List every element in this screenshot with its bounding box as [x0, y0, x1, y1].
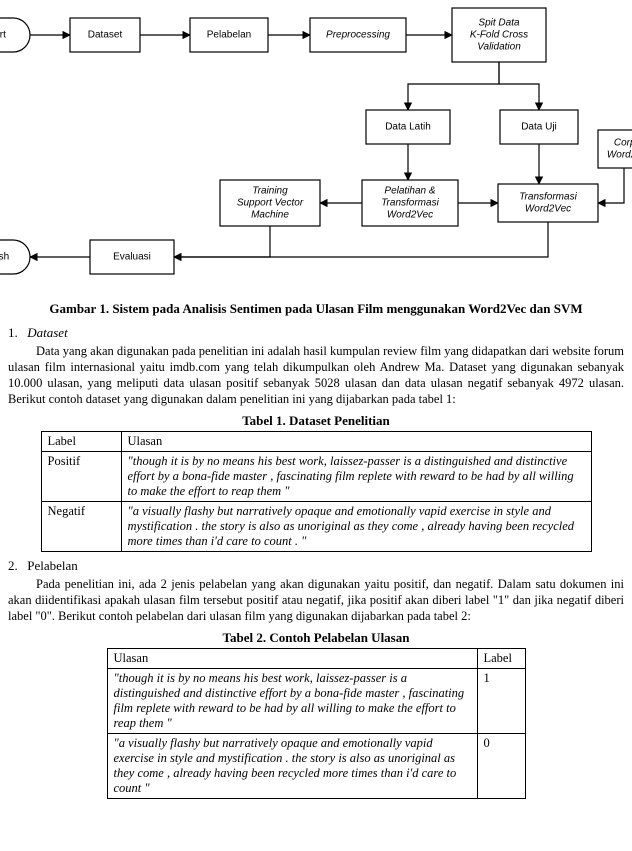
- table-row: Negatif"a visually flashy but narrativel…: [41, 502, 591, 552]
- svg-text:Word2Vec: Word2Vec: [607, 150, 632, 161]
- svg-text:Transformasi: Transformasi: [519, 192, 577, 203]
- svg-text:Transformasi: Transformasi: [381, 198, 439, 209]
- svg-text:Data Latih: Data Latih: [385, 122, 431, 133]
- section-2-number: 2.: [8, 558, 24, 574]
- section-1-number: 1.: [8, 325, 24, 341]
- svg-text:Support Vector: Support Vector: [237, 198, 304, 209]
- svg-text:Training: Training: [252, 186, 288, 197]
- section-1-paragraph: Data yang akan digunakan pada penelitian…: [8, 343, 624, 407]
- table-2-caption: Tabel 2. Contoh Pelabelan Ulasan: [8, 630, 624, 646]
- table1-header: Label: [41, 432, 121, 452]
- table1-cell: Positif: [41, 452, 121, 502]
- figure-caption: Gambar 1. Sistem pada Analisis Sentimen …: [8, 301, 624, 317]
- svg-text:Corpus: Corpus: [614, 138, 632, 149]
- flowchart-edge-svm-eval: [174, 226, 270, 257]
- table2-header: Label: [477, 649, 525, 669]
- flowchart-node-dataset: Dataset: [70, 18, 140, 52]
- table2-cell: "though it is by no means his best work,…: [107, 669, 477, 734]
- flowchart-figure: art Dataset Pelabelan Preprocessing Spit Dat…: [0, 0, 632, 290]
- table-2: UlasanLabel"though it is by no means his…: [107, 648, 526, 799]
- section-2-heading: 2. Pelabelan: [8, 558, 624, 574]
- section-2-title: Pelabelan: [27, 558, 78, 573]
- flowchart-node-corpus: CorpusWord2Vec: [598, 130, 632, 168]
- section-1-title: Dataset: [27, 325, 67, 340]
- svg-text:Data Uji: Data Uji: [521, 122, 557, 133]
- table2-cell: 0: [477, 734, 525, 799]
- svg-text:Word2Vec: Word2Vec: [387, 210, 433, 221]
- flowchart-node-latih: Data Latih: [366, 110, 450, 144]
- flowchart-node-start: art: [0, 18, 30, 52]
- svg-text:nish: nish: [0, 252, 9, 263]
- table1-cell: Negatif: [41, 502, 121, 552]
- table2-cell: 1: [477, 669, 525, 734]
- table2-header: Ulasan: [107, 649, 477, 669]
- table1-cell: "a visually flashy but narratively opaqu…: [121, 502, 591, 552]
- table1-header: Ulasan: [121, 432, 591, 452]
- table1-cell: "though it is by no means his best work,…: [121, 452, 591, 502]
- section-1-heading: 1. Dataset: [8, 325, 624, 341]
- svg-text:Validation: Validation: [477, 42, 521, 53]
- flowchart-node-split: Spit DataK-Fold CrossValidation: [452, 8, 546, 62]
- flowchart-node-finish: nish: [0, 240, 30, 274]
- flowchart-edge-split-latih: [408, 62, 499, 110]
- section-2-paragraph: Pada penelitian ini, ada 2 jenis pelabel…: [8, 576, 624, 624]
- table-1: LabelUlasanPositif"though it is by no me…: [41, 431, 592, 552]
- table-row: Positif"though it is by no means his bes…: [41, 452, 591, 502]
- table-1-caption: Tabel 1. Dataset Penelitian: [8, 413, 624, 429]
- flowchart-node-svm: TrainingSupport VectorMachine: [220, 180, 320, 226]
- flowchart-edge-corpus-transw2v: [598, 168, 624, 203]
- svg-text:K-Fold Cross: K-Fold Cross: [470, 30, 528, 41]
- flowchart-edge-split-uji: [499, 62, 539, 110]
- svg-text:Pelatihan &: Pelatihan &: [384, 186, 435, 197]
- flowchart-node-uji: Data Uji: [500, 110, 578, 144]
- table2-cell: "a visually flashy but narratively opaqu…: [107, 734, 477, 799]
- svg-text:Evaluasi: Evaluasi: [113, 252, 151, 263]
- flowchart-node-transw2v: TransformasiWord2Vec: [498, 184, 598, 222]
- flowchart-node-preproc: Preprocessing: [310, 18, 406, 52]
- svg-text:Dataset: Dataset: [88, 30, 123, 41]
- flowchart-node-eval: Evaluasi: [90, 240, 174, 274]
- svg-text:Spit Data: Spit Data: [478, 18, 520, 29]
- flowchart-edge-transw2v-eval: [174, 222, 548, 257]
- svg-text:Preprocessing: Preprocessing: [326, 30, 390, 41]
- table-row: "a visually flashy but narratively opaqu…: [107, 734, 525, 799]
- svg-text:Word2Vec: Word2Vec: [525, 204, 571, 215]
- svg-text:art: art: [0, 30, 6, 41]
- flowchart-node-pelabel: Pelabelan: [190, 18, 268, 52]
- table-row: "though it is by no means his best work,…: [107, 669, 525, 734]
- svg-text:Pelabelan: Pelabelan: [207, 30, 251, 41]
- svg-text:Machine: Machine: [251, 210, 289, 221]
- flowchart-node-pelw2v: Pelatihan &TransformasiWord2Vec: [362, 180, 458, 226]
